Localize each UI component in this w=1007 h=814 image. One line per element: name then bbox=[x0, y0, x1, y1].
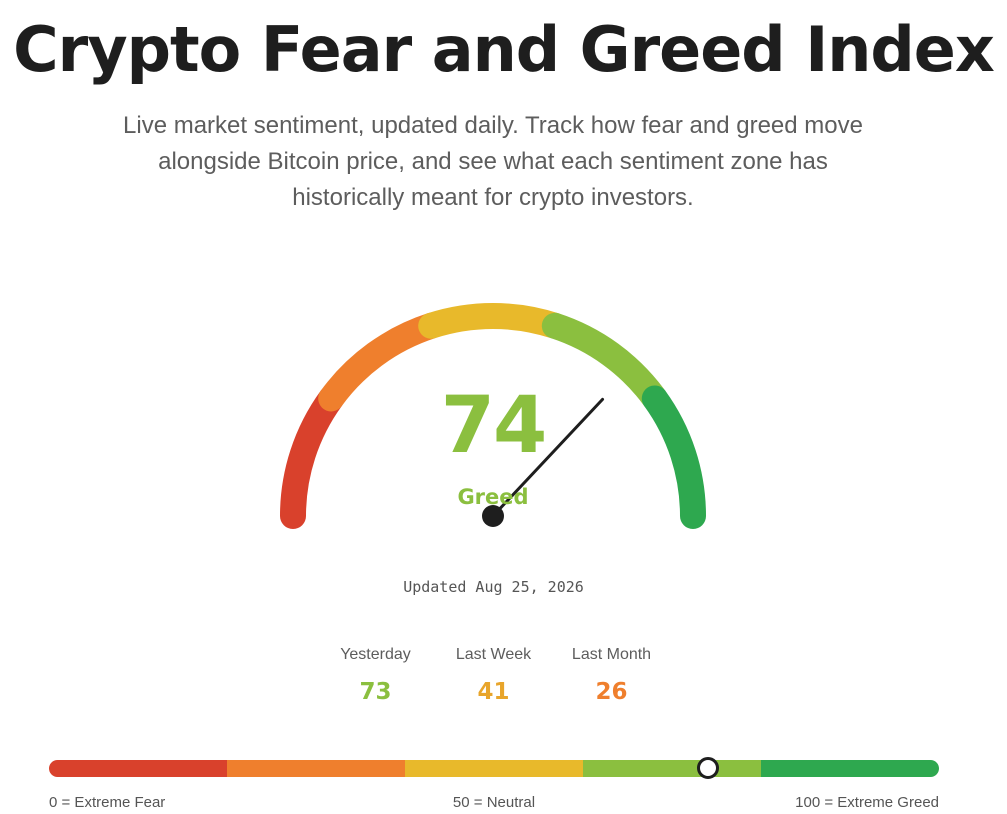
scale-segment-greed bbox=[583, 760, 761, 777]
scale-current-marker bbox=[696, 757, 719, 779]
history-item: Last Week 41 bbox=[435, 644, 553, 706]
scale-segment-fear bbox=[227, 760, 405, 777]
sentiment-scale-bar bbox=[49, 760, 939, 777]
gauge-value: 74 bbox=[440, 381, 548, 471]
history-item: Yesterday 73 bbox=[317, 644, 435, 706]
history-value: 41 bbox=[477, 679, 510, 705]
updated-timestamp: Updated Aug 25, 2026 bbox=[403, 578, 584, 596]
scale-mid-label: 50 = Neutral bbox=[452, 794, 536, 811]
gauge-zone-fear bbox=[318, 312, 445, 412]
page-subtitle: Live market sentiment, updated daily. Tr… bbox=[123, 112, 863, 211]
gauge-zone-extreme-fear bbox=[280, 385, 345, 529]
scale-min-label: 0 = Extreme Fear bbox=[49, 794, 166, 811]
gauge-needle-hub bbox=[482, 505, 504, 527]
fear-greed-gauge: 74 Greed bbox=[263, 283, 723, 543]
scale-labels: 0 = Extreme Fear 50 = Neutral 100 = Extr… bbox=[49, 793, 939, 813]
gauge-zone-neutral bbox=[418, 303, 568, 339]
gauge-zone-greed bbox=[541, 312, 668, 412]
history-label: Yesterday bbox=[340, 646, 411, 663]
history-label: Last Week bbox=[455, 646, 532, 663]
history-value: 26 bbox=[595, 679, 628, 705]
scale-segment-extreme-fear bbox=[49, 760, 227, 777]
page-title: Crypto Fear and Greed Index bbox=[13, 13, 995, 86]
gauge-classification: Greed bbox=[457, 485, 529, 509]
scale-segment-neutral bbox=[405, 760, 583, 777]
history-item: Last Month 26 bbox=[553, 644, 671, 706]
history-label: Last Month bbox=[571, 646, 652, 663]
scale-segment-extreme-greed bbox=[761, 760, 939, 777]
history-stats: Yesterday 73 Last Week 41 Last Month 26 bbox=[0, 644, 987, 706]
scale-max-label: 100 = Extreme Greed bbox=[795, 794, 939, 811]
gauge-zone-extreme-greed bbox=[641, 385, 706, 529]
gauge-needle bbox=[491, 397, 605, 518]
history-value: 73 bbox=[359, 679, 392, 705]
gauge-arc-graphic bbox=[280, 303, 706, 529]
